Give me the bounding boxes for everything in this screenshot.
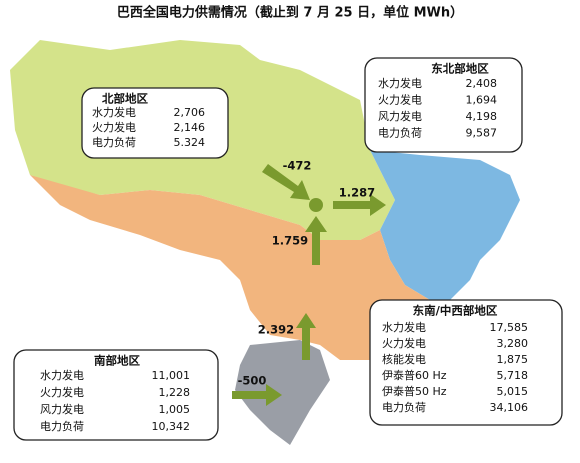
row-label: 水力发电 xyxy=(378,76,422,90)
row-label: 水力发电 xyxy=(40,368,84,382)
row-value: 5,718 xyxy=(497,369,529,382)
row-value: 17,585 xyxy=(490,321,529,334)
region-name: 北部地区 xyxy=(102,92,148,106)
info-box xyxy=(13,349,219,441)
row-label: 水力发电 xyxy=(92,105,136,119)
hub xyxy=(309,198,323,212)
row-value: 2,146 xyxy=(174,121,206,134)
row-value: 5.324 xyxy=(174,136,206,149)
arrow xyxy=(305,216,327,265)
row-value: 3,280 xyxy=(497,337,529,350)
row-label: 火力发电 xyxy=(92,120,136,134)
row-value: 1,005 xyxy=(159,403,191,416)
flow-label: 2.392 xyxy=(258,323,294,337)
row-value: 34,106 xyxy=(490,401,529,414)
info-box xyxy=(364,57,523,153)
row-label: 火力发电 xyxy=(382,336,426,350)
info-box xyxy=(81,87,229,159)
flow-label: -472 xyxy=(283,159,312,173)
row-value: 2,706 xyxy=(174,106,206,119)
row-value: 11,001 xyxy=(152,369,191,382)
arrow xyxy=(333,194,386,216)
info-box xyxy=(369,299,563,426)
flow-label: 1.759 xyxy=(272,234,308,248)
arrows xyxy=(232,164,386,406)
row-value: 9,587 xyxy=(466,127,498,140)
region-south xyxy=(235,340,330,445)
row-label: 电力负荷 xyxy=(382,400,426,414)
region-name: 南部地区 xyxy=(94,354,140,368)
row-value: 5,015 xyxy=(497,385,529,398)
row-label: 核能发电 xyxy=(382,352,426,366)
flow-label: 1.287 xyxy=(339,186,375,200)
row-label: 风力发电 xyxy=(378,109,422,123)
arrow xyxy=(232,384,282,406)
row-label: 伊泰普60 Hz xyxy=(382,368,447,382)
row-label: 火力发电 xyxy=(40,385,84,399)
row-label: 火力发电 xyxy=(378,93,422,107)
row-value: 10,342 xyxy=(152,420,191,433)
flow-label: -500 xyxy=(238,374,267,388)
arrow xyxy=(262,164,310,200)
row-label: 电力负荷 xyxy=(92,135,136,149)
row-label: 风力发电 xyxy=(40,402,84,416)
row-value: 2,408 xyxy=(466,77,498,90)
row-label: 电力负荷 xyxy=(40,419,84,433)
row-label: 水力发电 xyxy=(382,320,426,334)
region-name: 东南/中西部地区 xyxy=(413,304,498,318)
region-southeast xyxy=(30,175,430,360)
row-value: 1,875 xyxy=(497,353,529,366)
title: 巴西全国电力供需情况（截止到 7 月 25 日，单位 MWh） xyxy=(117,5,463,21)
row-label: 电力负荷 xyxy=(378,126,422,140)
row-value: 4,198 xyxy=(466,110,498,123)
arrow xyxy=(296,313,316,360)
region-name: 东北部地区 xyxy=(431,62,489,76)
row-label: 伊泰普50 Hz xyxy=(382,384,447,398)
region-northeast xyxy=(370,150,520,300)
row-value: 1,228 xyxy=(159,386,191,399)
row-value: 1,694 xyxy=(466,94,498,107)
